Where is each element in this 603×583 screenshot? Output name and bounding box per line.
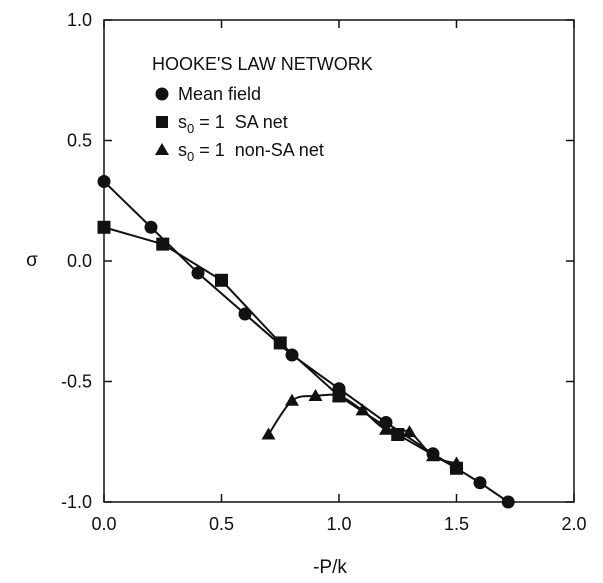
data-point-triangle [402,425,417,438]
x-axis-label: -P/k [313,557,347,578]
legend-label-mean-field: Mean field [178,84,261,104]
y-axis-label: σ [26,250,38,271]
data-point-triangle [449,456,464,469]
x-tick-label: 0.0 [91,514,116,534]
plot-frame [103,19,575,503]
series-line-circle [103,180,509,503]
data-point-circle [473,476,487,490]
data-point-circle [238,307,252,321]
data-point-circle [191,266,205,280]
legend-marker-triangle [155,143,169,155]
legend-label-sa-net: s0 = 1 SA net [178,112,288,136]
data-point-square [273,336,287,350]
data-point-triangle [261,427,276,440]
data-point-triangle [355,403,370,416]
data-point-triangle [308,388,323,401]
y-tick-label: 0.0 [67,251,92,271]
legend-label-non-sa-net: s0 = 1 non-SA net [178,140,324,164]
legend-nonsa-subscript: 0 [187,149,194,164]
x-tick-label: 1.5 [444,514,469,534]
data-point-circle [285,348,299,362]
y-tick-label: 0.5 [67,131,92,151]
x-tick-label: 1.0 [326,514,351,534]
data-point-triangle [379,422,393,435]
legend-marker-square [156,116,168,128]
data-point-circle [501,495,515,509]
legend-nonsa-rest: = 1 non-SA net [194,140,324,160]
data-point-triangle [285,393,299,406]
data-point-square [97,220,111,234]
y-tick-label: 1.0 [67,10,92,30]
legend: HOOKE'S LAW NETWORK Mean field s0 = 1 SA… [152,54,373,164]
legend-sa-subscript: 0 [187,121,194,136]
data-point-circle [379,415,393,429]
data-point-square [215,273,228,287]
data-point-triangle [332,388,346,401]
x-tick-label: 2.0 [561,514,586,534]
legend-nonsa-s: s [178,140,187,160]
legend-sa-rest: = 1 SA net [194,112,288,132]
legend-title: HOOKE'S LAW NETWORK [152,54,373,74]
data-point-circle [97,174,111,188]
y-tick-label: -1.0 [61,492,92,512]
legend-sa-s: s [178,112,187,132]
data-point-square [391,428,405,442]
y-tick-label: -0.5 [61,372,92,392]
data-point-circle [144,220,158,234]
data-point-square [156,237,170,251]
x-tick-label: 0.5 [209,514,234,534]
data-point-triangle [426,449,440,462]
legend-marker-circle [155,87,169,101]
